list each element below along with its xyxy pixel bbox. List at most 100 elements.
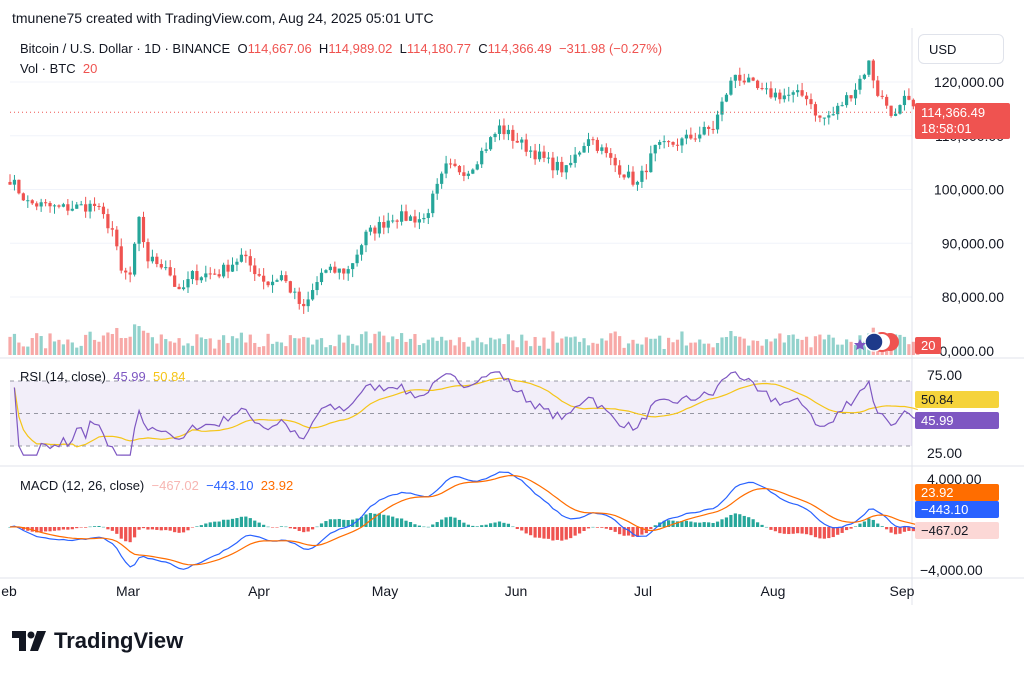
- rsi-title[interactable]: RSI (14, close): [20, 369, 106, 384]
- volume-bar: [217, 339, 221, 355]
- candle-body: [635, 181, 640, 185]
- macd-histogram-bar: [720, 519, 724, 527]
- volume-bar: [426, 339, 430, 355]
- macd-histogram-bar: [466, 524, 470, 527]
- volume-bar: [885, 342, 889, 355]
- macd-histogram-bar: [649, 527, 653, 530]
- macd-histogram-bar: [489, 523, 493, 527]
- volume-bar: [720, 337, 724, 355]
- macd-histogram-bar: [662, 520, 666, 527]
- volume-bar: [626, 343, 631, 355]
- us-flag-icon[interactable]: [864, 332, 884, 352]
- volume-bar: [315, 339, 319, 355]
- volume-bar: [760, 345, 764, 355]
- macd-histogram-bar: [311, 527, 315, 530]
- volume-bar: [52, 341, 57, 355]
- volume-bar: [75, 347, 79, 355]
- volume-bar: [836, 344, 840, 355]
- macd-histogram-bar: [791, 527, 795, 534]
- candle-body: [422, 217, 426, 220]
- volume-bar: [44, 348, 48, 355]
- candle-body: [195, 271, 199, 281]
- macd-histogram-bar: [422, 526, 426, 528]
- volume-bar: [333, 346, 337, 355]
- macd-histogram-bar: [288, 527, 292, 529]
- volume-bar: [555, 342, 559, 355]
- macd-histogram-bar: [141, 527, 146, 529]
- macd-histogram-bar: [239, 516, 243, 527]
- volume-bar: [698, 339, 702, 355]
- macd-histogram-bar: [684, 520, 688, 527]
- candle-body: [88, 203, 92, 212]
- event-flag-icon-1[interactable]: [881, 333, 899, 351]
- volume-bar: [902, 336, 907, 355]
- candle-body: [426, 213, 430, 218]
- events-flags[interactable]: [854, 332, 899, 352]
- tradingview-logo[interactable]: TradingView: [12, 628, 183, 654]
- currency-button[interactable]: USD: [918, 34, 1004, 64]
- volume-bar: [889, 335, 893, 355]
- volume-label[interactable]: Vol · BTC: [20, 61, 76, 76]
- volume-bar: [141, 330, 146, 355]
- volume-bar: [444, 340, 448, 355]
- candle-body: [235, 261, 239, 265]
- candle-body: [52, 205, 57, 207]
- macd-histogram-bar: [266, 526, 270, 528]
- rsi-value-tag: 45.99: [915, 412, 999, 429]
- macd-line-value: −443.10: [206, 478, 254, 493]
- volume-bar: [319, 338, 324, 355]
- volume-bar: [471, 340, 475, 355]
- sparkle-icon[interactable]: [854, 339, 866, 350]
- macd-histogram-bar: [520, 527, 524, 531]
- volume-bar: [386, 342, 390, 355]
- macd-histogram-bar: [61, 527, 65, 530]
- volume-bar: [675, 339, 680, 355]
- candle-body: [773, 92, 777, 98]
- macd-histogram-bar: [364, 514, 368, 527]
- macd-histogram-bar: [693, 522, 697, 527]
- candle-body: [613, 157, 617, 166]
- event-flag-icon-2[interactable]: [872, 332, 892, 352]
- macd-histogram-bar: [115, 527, 119, 534]
- rsi-band: [10, 381, 912, 446]
- macd-line-tag: −443.10: [915, 501, 999, 518]
- candle-body: [226, 264, 230, 272]
- candle-body: [297, 291, 301, 304]
- volume-bar: [529, 346, 533, 355]
- candle-body: [84, 204, 88, 212]
- macd-histogram-bar: [79, 527, 83, 528]
- volume-bar: [248, 334, 252, 355]
- candle-body: [876, 80, 880, 96]
- volume-bar: [622, 347, 626, 355]
- candle-body: [448, 163, 453, 165]
- candle-body: [582, 146, 586, 153]
- macd-histogram-bar: [110, 527, 114, 531]
- candle-body: [684, 134, 688, 139]
- volume-bar: [173, 342, 177, 355]
- candle-body: [61, 204, 65, 207]
- macd-histogram-bar: [235, 518, 239, 527]
- volume-bar: [586, 345, 591, 355]
- macd-histogram-bar: [315, 526, 319, 528]
- macd-histogram-bar: [97, 525, 101, 527]
- macd-histogram-bar: [226, 519, 230, 527]
- symbol-title[interactable]: Bitcoin / U.S. Dollar · 1D · BINANCE: [20, 41, 231, 56]
- macd-histogram-bar: [804, 527, 809, 535]
- candle-body: [213, 273, 217, 275]
- last-price-value: 114,366.49: [921, 105, 986, 120]
- macd-histogram-bar: [351, 519, 355, 527]
- macd-histogram-bar: [137, 527, 141, 530]
- volume-bar: [658, 335, 662, 355]
- volume-bar: [715, 343, 720, 355]
- macd-histogram-bar: [88, 526, 92, 528]
- candle-body: [266, 281, 270, 286]
- time-tick-label: Aug: [761, 583, 786, 599]
- candle-body: [511, 129, 515, 141]
- time-tick-label: eb: [1, 583, 17, 599]
- macd-title[interactable]: MACD (12, 26, close): [20, 478, 145, 493]
- volume-bar: [711, 347, 715, 355]
- candle-body: [244, 254, 248, 257]
- macd-histogram-bar: [150, 527, 154, 530]
- candle-body: [222, 264, 226, 277]
